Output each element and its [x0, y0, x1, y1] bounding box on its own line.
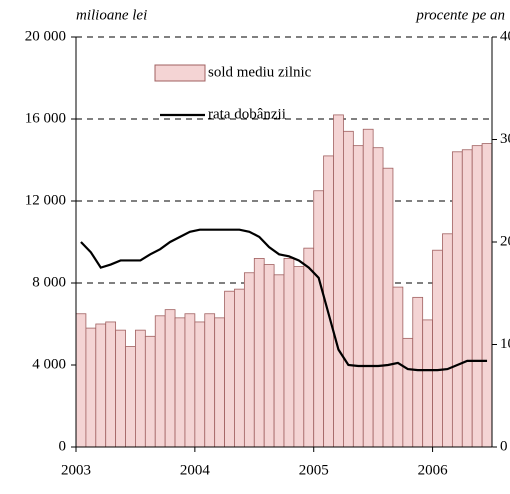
y-tick-label: 16 000 [25, 110, 66, 126]
bar [204, 313, 216, 448]
bar [303, 247, 315, 448]
bar [362, 128, 374, 448]
bar [224, 290, 235, 448]
bar [333, 114, 344, 448]
bar [382, 167, 394, 448]
x-tick-label: 2006 [418, 462, 449, 478]
y-tick-label: 0 [59, 438, 67, 454]
bar [95, 323, 107, 448]
y-tick-label: 4 000 [32, 356, 66, 372]
bar [253, 257, 265, 448]
y-tick-label: 12 000 [25, 192, 66, 208]
y2-axis-label: procente pe an [415, 7, 505, 23]
bar [432, 249, 443, 448]
bar [273, 274, 285, 448]
bar [174, 317, 186, 448]
bar [392, 286, 404, 448]
bar [105, 321, 117, 448]
bar [184, 313, 196, 448]
bar [481, 143, 493, 448]
bar [422, 319, 433, 448]
legend-label: rata dobânzii [208, 106, 286, 122]
y-axis-label: milioane lei [76, 7, 147, 23]
bar [75, 313, 87, 448]
bar [402, 337, 414, 448]
bar [471, 145, 483, 448]
bar [412, 296, 424, 448]
bar [164, 309, 176, 448]
bar [115, 329, 126, 448]
y-tick-label: 8 000 [32, 274, 66, 290]
bar [442, 233, 453, 448]
y2-tick-label: 10 [500, 336, 510, 352]
bar [144, 335, 156, 448]
bar [135, 329, 146, 448]
line [80, 228, 488, 372]
bar [85, 327, 97, 448]
bar [352, 145, 364, 448]
bar [214, 317, 225, 448]
bar [372, 147, 384, 448]
bar [125, 346, 136, 448]
legend-swatch [154, 64, 206, 82]
bar [451, 151, 463, 448]
y2-tick-label: 30 [500, 131, 510, 147]
x-tick-label: 2003 [61, 462, 91, 478]
y2-tick-label: 0 [500, 438, 508, 454]
bar [283, 257, 295, 448]
y-tick-label: 20 000 [25, 28, 66, 44]
bar [461, 149, 473, 448]
bar [343, 130, 354, 448]
y2-tick-label: 20 [500, 233, 510, 249]
bar [313, 190, 325, 448]
y2-tick-label: 40 [500, 28, 510, 44]
x-tick-label: 2004 [180, 462, 211, 478]
bar [194, 321, 206, 448]
bar [293, 266, 305, 448]
legend-label: sold mediu zilnic [208, 64, 312, 80]
bar [263, 264, 275, 448]
bar [154, 315, 166, 448]
bar [243, 272, 255, 448]
bar [234, 288, 245, 448]
x-tick-label: 2005 [299, 462, 329, 478]
